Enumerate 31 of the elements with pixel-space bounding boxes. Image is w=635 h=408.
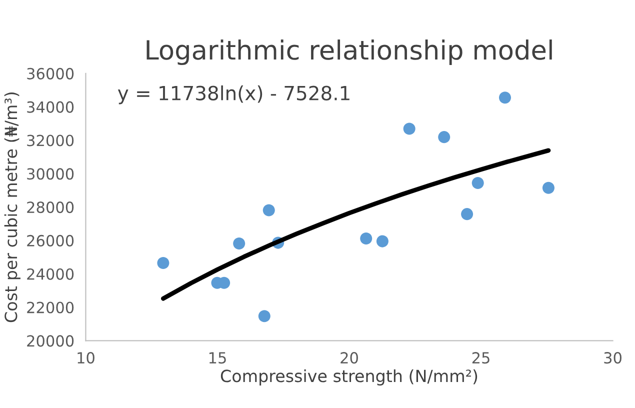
point: [498, 92, 512, 104]
chart-title: Logarithmic relationship model: [146, 40, 552, 66]
x-tick-label: 20: [340, 352, 358, 364]
point: [376, 235, 388, 248]
y-tick-label: 26000: [27, 234, 74, 246]
point: [360, 232, 372, 244]
annotation: y = 11738ln(x) - 7528.1: [118, 85, 350, 104]
x-tick-label: 25: [472, 352, 490, 364]
x-tick-label: 15: [209, 352, 226, 364]
y-tick-label: 36000: [27, 68, 74, 80]
point: [542, 182, 554, 194]
point: [233, 237, 246, 250]
point: [258, 310, 270, 322]
y-tick-label: 24000: [27, 268, 74, 280]
y-tick-label: 34000: [27, 101, 74, 113]
x-tick-label: 10: [78, 352, 94, 364]
y-tick-label: 28000: [27, 202, 74, 214]
point: [157, 257, 170, 270]
y-tick-label: 32000: [27, 134, 74, 146]
y-tick-label: 30000: [27, 168, 74, 180]
point: [262, 204, 275, 216]
point: [438, 131, 450, 144]
y-tick-label: 20000: [27, 335, 74, 347]
point: [461, 208, 474, 220]
y-axis-title: Cost per cubic metre (₦/m³): [4, 92, 20, 322]
x-tick-label: 30: [604, 352, 622, 364]
point: [403, 122, 416, 135]
x-axis-title: Compressive strength (N/mm²): [220, 369, 478, 386]
point: [472, 176, 484, 190]
line-series: [160, 148, 551, 301]
y-tick-label: 22000: [27, 302, 74, 314]
